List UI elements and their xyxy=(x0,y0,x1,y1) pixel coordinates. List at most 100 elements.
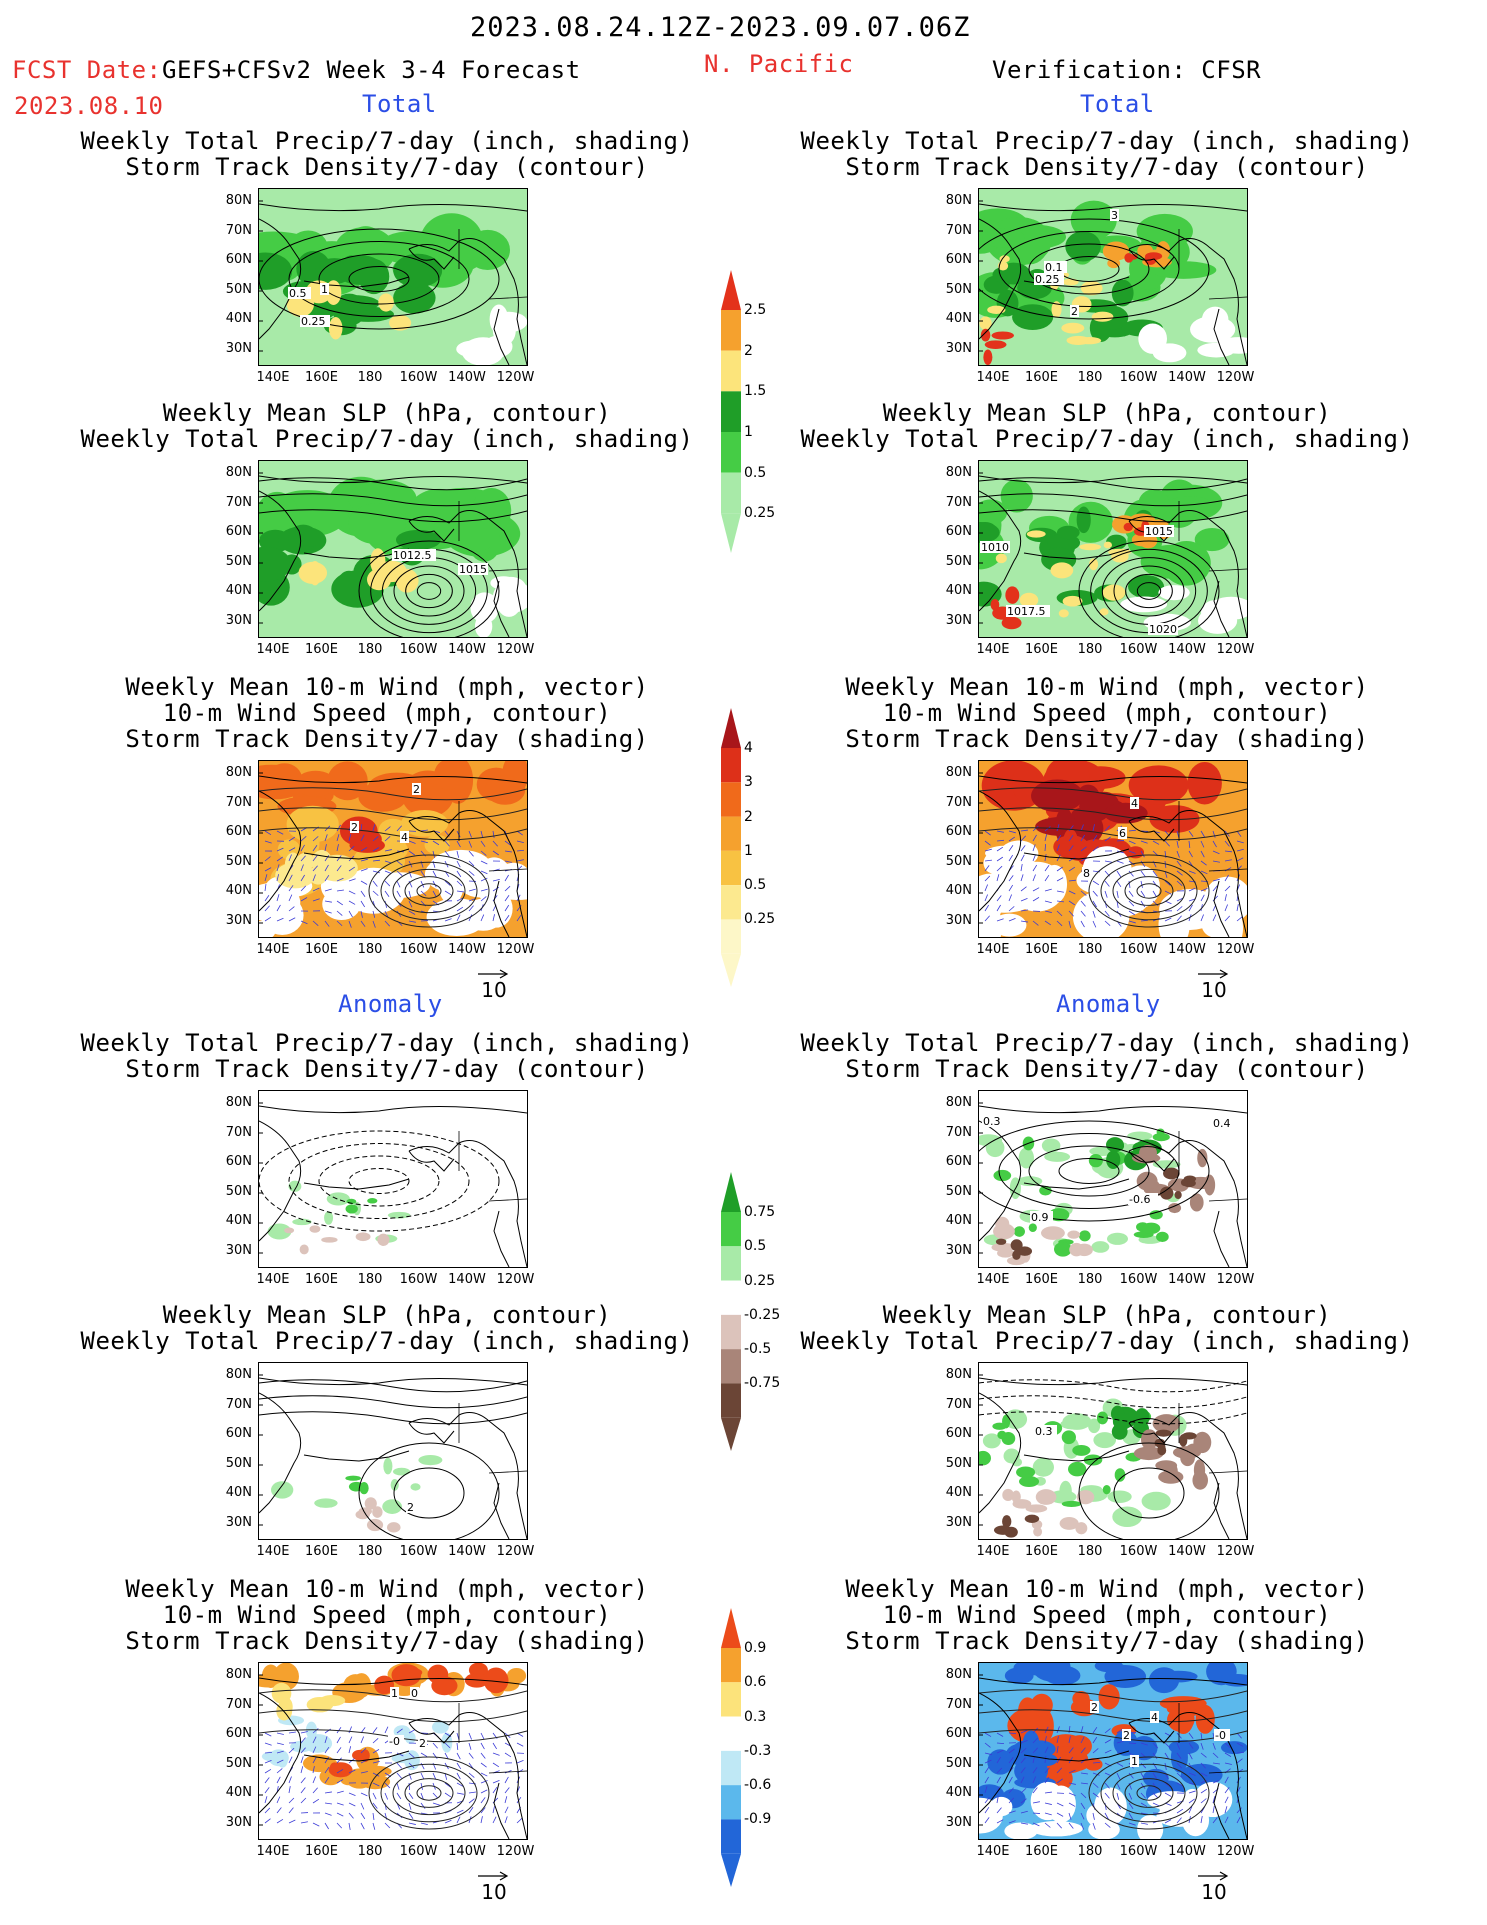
section-total-right: Total xyxy=(1080,90,1155,118)
panel-title-line: Storm Track Density/7-day (shading) xyxy=(845,725,1369,753)
lat-tick-label: 40N xyxy=(945,1213,972,1228)
lat-tick-label: 80N xyxy=(945,1667,972,1682)
section-anomaly-left: Anomaly xyxy=(338,990,443,1018)
panel-title-line: Weekly Total Precip/7-day (inch, shading… xyxy=(800,1029,1414,1057)
lat-tick-label: 60N xyxy=(945,524,972,539)
lat-tick-label: 30N xyxy=(945,1814,972,1830)
colorbar-tick-label: 0.25 xyxy=(744,911,776,928)
lon-tick-label: 160E xyxy=(1024,1844,1059,1859)
lon-tick-label: 120W xyxy=(496,370,535,385)
lat-tick-label: 80N xyxy=(225,193,252,208)
svg-text:2: 2 xyxy=(351,821,358,834)
panel-title-line: Weekly Mean 10-m Wind (mph, vector) xyxy=(125,1575,649,1603)
panel-title-line: Weekly Total Precip/7-day (inch, shading… xyxy=(800,425,1414,453)
panel-title-line: Storm Track Density/7-day (shading) xyxy=(125,1627,649,1655)
svg-text:1020: 1020 xyxy=(1149,623,1177,636)
panel-title: Weekly Mean 10-m Wind (mph, vector) 10-m … xyxy=(747,674,1467,752)
lon-tick-label: 140E xyxy=(256,370,290,385)
colorbar-tick-label: -0.9 xyxy=(744,1811,772,1828)
panel-title-line: Weekly Total Precip/7-day (inch, shading… xyxy=(800,127,1414,155)
svg-text:6: 6 xyxy=(1119,827,1126,840)
lat-tick-label: 30N xyxy=(945,1242,972,1258)
lon-tick-label: 140W xyxy=(1168,370,1206,385)
lon-tick-label: 120W xyxy=(1216,642,1255,657)
vector-reference-arrow xyxy=(1198,969,1229,979)
colorbar-tick-label: 0.5 xyxy=(744,464,767,481)
lat-tick-label: 50N xyxy=(225,853,252,869)
lon-tick-label: 160W xyxy=(1119,1272,1158,1287)
svg-text:4: 4 xyxy=(1151,1711,1158,1724)
svg-text:4: 4 xyxy=(401,831,408,844)
svg-text:8: 8 xyxy=(1083,867,1090,880)
lat-tick-label: 60N xyxy=(945,1154,972,1169)
colorbar-tick-label: -0.75 xyxy=(744,1375,781,1392)
svg-text:0.1: 0.1 xyxy=(1045,261,1063,274)
lat-tick-label: 50N xyxy=(945,553,972,569)
svg-text:2: 2 xyxy=(407,1501,414,1514)
map-ob-wind-track: 4 6 8 xyxy=(978,760,1248,938)
vector-reference-label: 10 xyxy=(1201,1880,1227,1904)
panel-title: Weekly Total Precip/7-day (inch, shading… xyxy=(27,128,747,180)
lon-tick-label: 180 xyxy=(357,1844,383,1859)
panel-title-line: Storm Track Density/7-day (shading) xyxy=(125,725,649,753)
lat-tick-label: 80N xyxy=(945,1095,972,1110)
colorbar-tick-label: 2.5 xyxy=(744,302,767,318)
lat-tick-label: 40N xyxy=(945,583,972,598)
lon-tick-label: 120W xyxy=(496,1844,535,1859)
vector-reference-arrow xyxy=(478,1871,509,1881)
lat-tick-label: 80N xyxy=(225,465,252,480)
lat-tick-label: 60N xyxy=(945,1726,972,1741)
lat-tick-label: 30N xyxy=(945,912,972,928)
lon-tick-label: 140W xyxy=(448,942,486,957)
lon-tick-label: 160W xyxy=(399,1844,438,1859)
lat-tick-label: 50N xyxy=(225,1755,252,1771)
lat-tick-label: 50N xyxy=(225,1183,252,1199)
svg-text:0.25: 0.25 xyxy=(301,315,326,328)
panel-title: Weekly Mean 10-m Wind (mph, vector) 10-m … xyxy=(747,1576,1467,1654)
lat-tick-label: 30N xyxy=(225,912,252,928)
panel-title: Weekly Mean 10-m Wind (mph, vector) 10-m … xyxy=(27,1576,747,1654)
colorbar-tick-label: 0.3 xyxy=(744,1708,767,1725)
lon-tick-label: 180 xyxy=(1077,1272,1103,1287)
lat-tick-label: 30N xyxy=(225,1242,252,1258)
lon-tick-label: 180 xyxy=(1077,370,1103,385)
svg-text:2: 2 xyxy=(1123,1729,1130,1742)
lon-tick-label: 160W xyxy=(1119,642,1158,657)
lat-tick-label: 60N xyxy=(225,1726,252,1741)
colorbar-tick-label: -0.5 xyxy=(744,1341,772,1358)
colorbar-tick-label: 0.9 xyxy=(744,1640,767,1656)
lat-tick-label: 40N xyxy=(945,883,972,898)
lon-tick-label: 120W xyxy=(1216,1272,1255,1287)
panel-title: Weekly Mean SLP (hPa, contour) Weekly Tot… xyxy=(747,1302,1467,1354)
svg-text:0.25: 0.25 xyxy=(1035,273,1060,286)
lat-tick-label: 70N xyxy=(225,1696,252,1712)
lon-tick-label: 140W xyxy=(1168,1844,1206,1859)
lon-tick-label: 140E xyxy=(256,1272,290,1287)
panel-title-line: Storm Track Density/7-day (contour) xyxy=(845,153,1369,181)
lat-tick-label: 50N xyxy=(945,1455,972,1471)
lon-tick-label: 160E xyxy=(1024,942,1059,957)
colorbar-precip-anom xyxy=(721,1172,741,1451)
panel-title-line: Storm Track Density/7-day (contour) xyxy=(845,1055,1369,1083)
date-range: 2023.08.24.12Z-2023.09.07.06Z xyxy=(470,12,971,43)
panel-title-line: 10-m Wind Speed (mph, contour) xyxy=(162,699,612,727)
verification-label: Verification: CFSR xyxy=(992,56,1262,84)
lat-tick-label: 70N xyxy=(945,222,972,238)
map-fc-slp-precip: 1012.5 1015 xyxy=(258,460,528,638)
lat-tick-label: 70N xyxy=(945,1396,972,1412)
svg-text:0: 0 xyxy=(411,1687,418,1700)
colorbar-tick-label: -0.25 xyxy=(744,1306,781,1323)
map-fa-slp-precip: 2 xyxy=(258,1362,528,1540)
lon-tick-label: 140E xyxy=(256,642,290,657)
map-fc-precip-track: 0.5 1 0.25 xyxy=(258,188,528,366)
lat-tick-label: 40N xyxy=(225,1485,252,1500)
lon-tick-label: 180 xyxy=(357,370,383,385)
model-label: GEFS+CFSv2 Week 3-4 Forecast xyxy=(162,56,581,84)
lon-tick-label: 140E xyxy=(256,1544,290,1559)
panel-title: Weekly Total Precip/7-day (inch, shading… xyxy=(27,1030,747,1082)
lon-tick-label: 120W xyxy=(496,1544,535,1559)
lon-tick-label: 120W xyxy=(496,642,535,657)
colorbar-tick-label: 0.6 xyxy=(744,1674,767,1691)
lat-tick-label: 30N xyxy=(225,1514,252,1530)
lon-tick-label: 160E xyxy=(304,1844,339,1859)
